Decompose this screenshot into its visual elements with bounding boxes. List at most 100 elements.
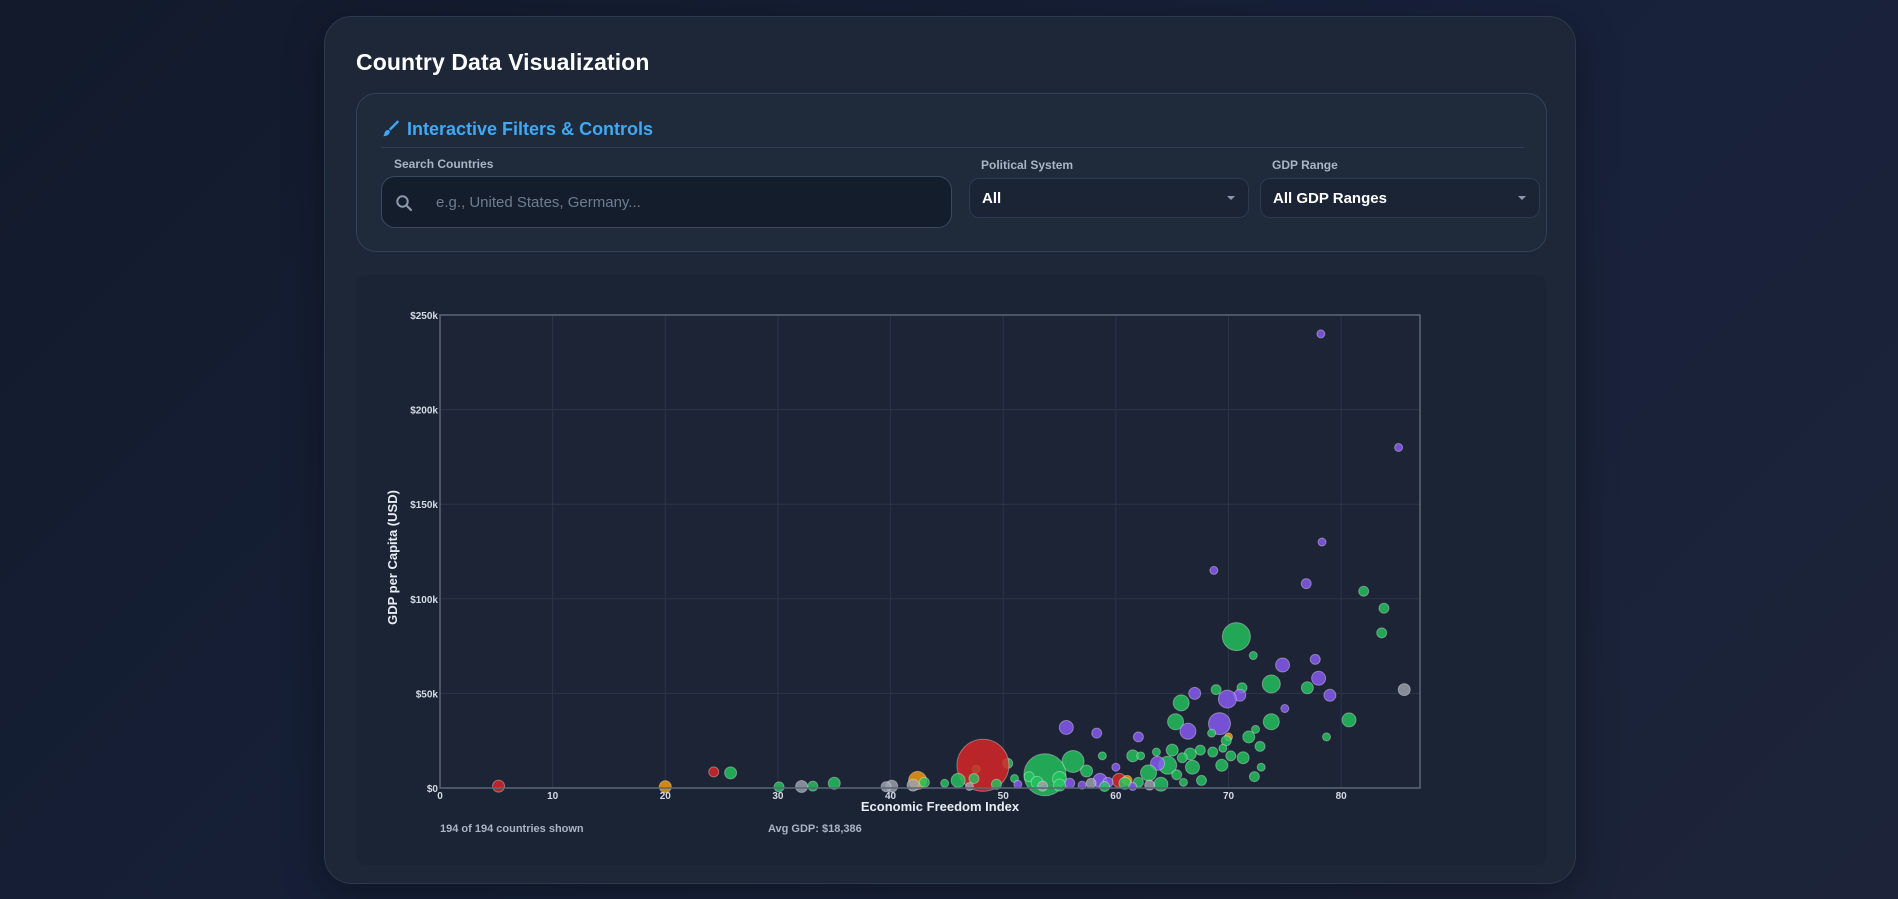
data-point — [795, 779, 809, 793]
x-tick-label: 10 — [547, 791, 559, 802]
paintbrush-icon — [383, 120, 400, 137]
data-point — [827, 776, 841, 790]
y-tick-label: $0 — [427, 784, 439, 795]
data-point — [1179, 722, 1197, 740]
chart-panel: 0 10 20 30 40 50 60 70 80 $0 $50k $100k $150k $200k $2… — [356, 275, 1547, 865]
avg-gdp: Avg GDP: $18,386 — [768, 823, 862, 835]
data-point — [1394, 442, 1404, 452]
visualization-card: Country Data Visualization Interactive F… — [324, 16, 1576, 884]
data-point — [1151, 747, 1161, 757]
data-point — [1153, 776, 1169, 792]
data-point — [1171, 769, 1183, 781]
data-point — [1254, 740, 1266, 752]
scatter-chart: 0 10 20 30 40 50 60 70 80 $0 $50k $100k $150k $200k $2… — [385, 311, 1421, 814]
data-point — [1207, 746, 1219, 758]
data-point — [1184, 759, 1200, 775]
data-point — [1140, 764, 1158, 782]
y-axis-label: GDP per Capita (USD) — [385, 490, 400, 625]
data-point — [1251, 724, 1261, 734]
data-point — [964, 781, 974, 791]
data-point — [1323, 688, 1337, 702]
x-tick-label: 30 — [772, 791, 784, 802]
search-icon — [396, 195, 413, 212]
data-point — [1261, 674, 1281, 694]
data-point — [968, 773, 980, 785]
data-point — [1167, 713, 1185, 731]
data-point — [1132, 731, 1144, 743]
data-point — [658, 780, 672, 794]
filters-title: Interactive Filters & Controls — [407, 119, 654, 139]
data-point — [1207, 728, 1217, 738]
data-point — [1309, 653, 1321, 665]
y-tick-label: $200k — [410, 406, 438, 417]
data-point — [1217, 689, 1237, 709]
data-point — [1317, 537, 1327, 547]
y-tick-label: $250k — [410, 311, 438, 322]
data-point — [1037, 780, 1049, 792]
gdp-range-select[interactable]: All GDP Ranges — [1260, 178, 1540, 218]
gdp-range-value: All GDP Ranges — [1273, 190, 1387, 207]
data-point — [1215, 758, 1229, 772]
search-label: Search Countries — [394, 157, 494, 171]
x-tick-label: 70 — [1223, 791, 1235, 802]
data-point — [1262, 713, 1280, 731]
political-system-select[interactable]: All — [969, 178, 1249, 218]
data-point — [1172, 694, 1190, 712]
data-point — [1220, 735, 1232, 747]
data-point — [1358, 585, 1370, 597]
data-point — [807, 780, 819, 792]
data-point — [990, 778, 1002, 790]
data-point — [1023, 771, 1035, 783]
data-point — [1178, 777, 1188, 787]
data-point — [492, 779, 506, 793]
data-point — [1300, 681, 1314, 695]
data-point — [1225, 750, 1237, 762]
data-point — [1195, 774, 1207, 786]
countries-count: 194 of 194 countries shown — [440, 823, 584, 835]
data-point — [1275, 657, 1291, 673]
search-field[interactable] — [381, 176, 952, 228]
data-point — [1397, 683, 1411, 697]
data-point — [1300, 578, 1312, 590]
chevron-down-icon — [1518, 196, 1526, 200]
data-point — [1316, 329, 1326, 339]
y-tick-label: $100k — [410, 595, 438, 606]
data-point — [1248, 651, 1258, 661]
political-system-value: All — [982, 190, 1002, 207]
x-tick-label: 40 — [885, 791, 897, 802]
x-tick-label: 60 — [1110, 791, 1122, 802]
data-point — [1256, 762, 1266, 772]
data-point — [1207, 712, 1231, 736]
data-point — [1077, 780, 1087, 790]
data-point — [1064, 777, 1076, 789]
data-point — [724, 766, 738, 780]
data-point — [1165, 743, 1179, 757]
data-point — [1188, 686, 1202, 700]
search-input[interactable] — [436, 187, 936, 217]
data-point — [1085, 777, 1097, 789]
data-point — [1209, 565, 1219, 575]
data-point — [1376, 627, 1388, 639]
data-point — [1378, 602, 1390, 614]
data-point — [1013, 779, 1023, 789]
data-point — [1136, 751, 1146, 761]
y-tick-label: $50k — [416, 689, 439, 700]
data-point — [1236, 751, 1250, 765]
x-tick-label: 80 — [1336, 791, 1348, 802]
data-point — [918, 776, 930, 788]
data-point — [1150, 755, 1166, 771]
gdp-range-label: GDP Range — [1272, 158, 1338, 172]
x-tick-label: 50 — [998, 791, 1010, 802]
data-point — [1080, 764, 1094, 778]
x-tick-label: 20 — [660, 791, 672, 802]
data-point — [940, 778, 950, 788]
data-point — [1210, 684, 1222, 696]
data-point — [1099, 780, 1111, 792]
filters-panel: Interactive Filters & Controls Search Co… — [356, 93, 1547, 252]
data-point — [1221, 622, 1251, 652]
data-point — [1248, 771, 1260, 783]
data-point — [1341, 712, 1357, 728]
data-point — [1194, 744, 1206, 756]
y-tick-label: $150k — [410, 500, 438, 511]
x-axis-label: Economic Freedom Index — [861, 799, 1020, 814]
